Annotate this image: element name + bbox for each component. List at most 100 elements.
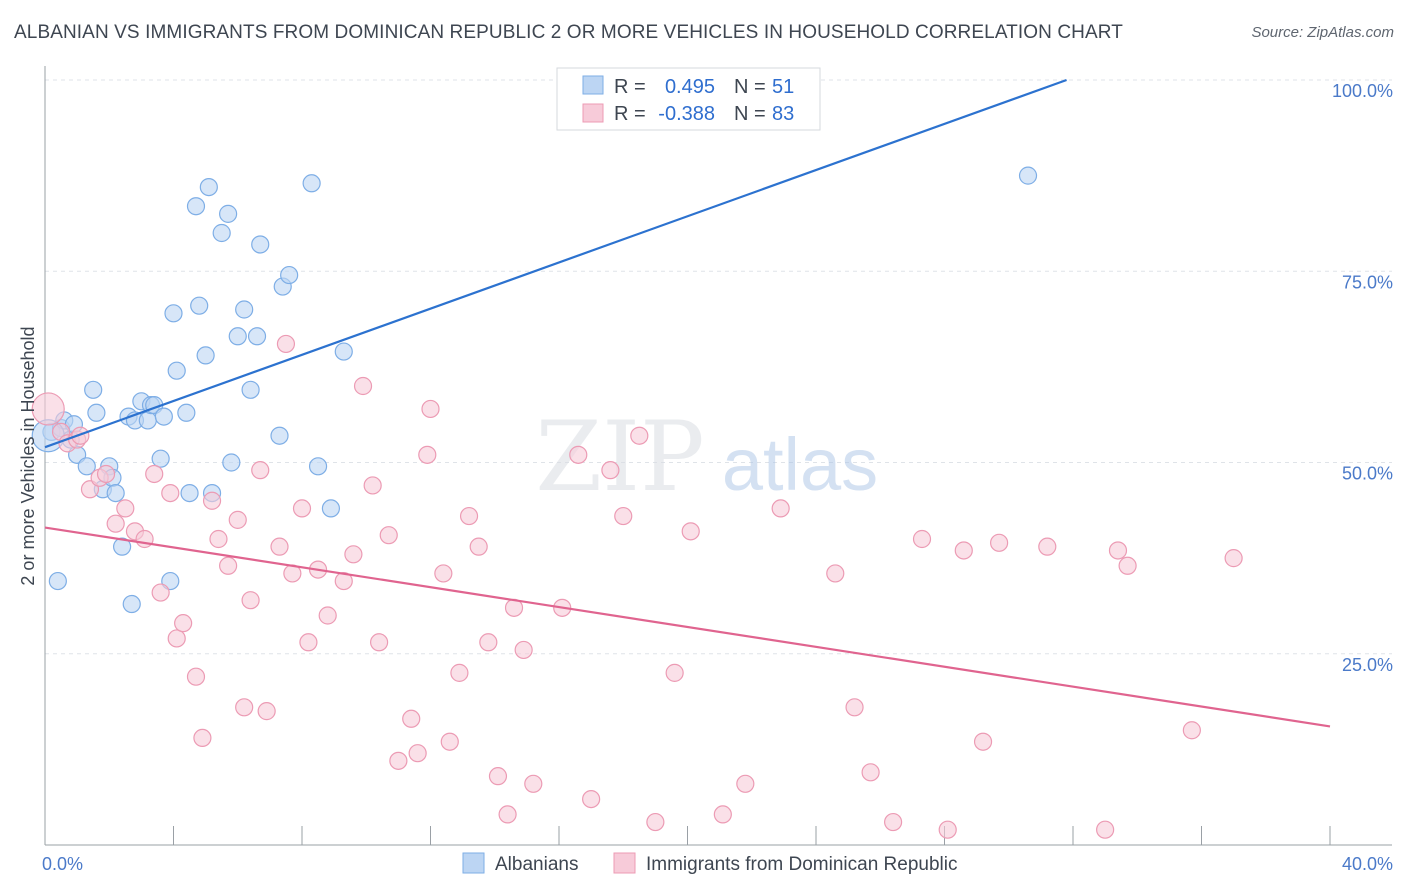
dominican-point (421, 399, 440, 419)
x-tick-labels: 0.0% 40.0% (42, 854, 1393, 874)
albanian-point (180, 484, 199, 503)
dominican-point (31, 392, 65, 426)
chart-source: Source: ZipAtlas.com (1251, 24, 1394, 41)
albanian-point (77, 457, 96, 476)
legend-label-albanians: Albanians (495, 854, 578, 875)
dominican-point (145, 464, 164, 484)
albanian-point (154, 407, 173, 426)
dominican-point (106, 514, 125, 533)
dominican-point (251, 461, 270, 480)
albanian-point (270, 426, 289, 445)
albanian-point (228, 327, 247, 346)
dominican-point (402, 709, 421, 728)
dominican-point (912, 529, 932, 549)
dominican-point (1038, 537, 1057, 556)
dominican-point (938, 820, 957, 839)
legend-swatch-dominican (613, 852, 636, 874)
dominican-point (370, 633, 389, 652)
dominican-point (582, 789, 601, 809)
dominican-point (990, 533, 1009, 552)
dominican-point (450, 663, 469, 682)
dominican-point (434, 564, 453, 583)
stats-n-label-albanians: N = (734, 76, 766, 98)
dominican-point (488, 767, 508, 786)
dominican-point (771, 499, 790, 518)
stats-r-label-albanians: R = (614, 76, 646, 98)
dominican-point (379, 526, 398, 545)
dominican-point (973, 732, 993, 751)
dominican-point (845, 698, 864, 717)
y-tick-label: 75.0% (1342, 272, 1393, 292)
albanian-point (151, 449, 170, 468)
dominican-point (71, 426, 90, 445)
stats-box: R = 0.495 N = 51 R = -0.388 N = 83 (556, 67, 821, 131)
stats-swatch-albanians (582, 75, 604, 95)
dominican-point (193, 728, 212, 748)
stats-n-value-albanians: 51 (772, 76, 794, 98)
dominican-point (276, 334, 296, 354)
albanian-point (321, 499, 341, 518)
albanian-point (241, 380, 260, 399)
dominican-point (498, 805, 517, 824)
dominican-point (116, 499, 135, 518)
dominican-point (883, 812, 903, 832)
albanian-point (308, 457, 328, 476)
y-axis-label: 2 or more Vehicles in Household (18, 326, 38, 585)
dominican-point (344, 545, 363, 564)
albanian-point (177, 403, 196, 422)
dominican-point (681, 522, 700, 541)
albanian-point (280, 265, 299, 285)
albanian-point (164, 304, 183, 323)
albanian-trend-line (44, 78, 1067, 449)
y-tick-label: 50.0% (1342, 464, 1393, 484)
y-tick-label: 100.0% (1332, 81, 1393, 101)
albanian-point (190, 296, 209, 315)
albanian-point (138, 411, 157, 430)
albanian-point (112, 537, 132, 556)
albanian-point (186, 197, 206, 216)
y-tick-label: 25.0% (1342, 655, 1393, 675)
dominican-point (1224, 549, 1243, 568)
dominican-point (257, 702, 276, 721)
dominican-point (954, 541, 973, 560)
dominican-point (161, 484, 180, 503)
dominican-point (167, 629, 186, 648)
albanian-point (167, 361, 186, 380)
albanian-point (106, 484, 125, 503)
trend-lines (44, 78, 1331, 728)
data-points (31, 166, 1243, 839)
dominican-point (235, 698, 254, 717)
dominican-point (459, 506, 479, 526)
dominican-point (209, 529, 228, 549)
albanian-point (222, 453, 241, 472)
dominican-point (614, 506, 633, 526)
albanian-point (302, 174, 321, 193)
x-tick-label: 40.0% (1342, 854, 1393, 874)
stats-r-value-dominican: -0.388 (658, 103, 715, 125)
stats-n-label-dominican: N = (734, 103, 766, 125)
dominican-point (151, 583, 170, 602)
dominican-point (479, 633, 498, 652)
watermark-zip: ZIP (535, 401, 704, 513)
gridlines (45, 79, 1392, 655)
watermark: ZIP atlas (535, 401, 878, 513)
dominican-point (469, 537, 488, 556)
albanian-point (196, 346, 215, 365)
dominican-point (96, 464, 116, 484)
dominican-point (334, 571, 353, 591)
dominican-point (202, 491, 222, 510)
dominican-point (1118, 556, 1137, 575)
watermark-atlas: atlas (722, 423, 878, 506)
dominican-point (219, 556, 238, 575)
legend-swatch-albanians (462, 852, 485, 874)
albanian-point (122, 594, 141, 614)
dominican-point (418, 445, 437, 464)
albanian-point (235, 300, 254, 319)
chart-title: ALBANIAN VS IMMIGRANTS FROM DOMINICAN RE… (14, 22, 1123, 43)
dominican-point (736, 774, 755, 793)
albanian-point (84, 380, 103, 399)
albanian-point (212, 223, 231, 243)
dominican-point (665, 663, 684, 682)
dominican-point (353, 376, 373, 396)
